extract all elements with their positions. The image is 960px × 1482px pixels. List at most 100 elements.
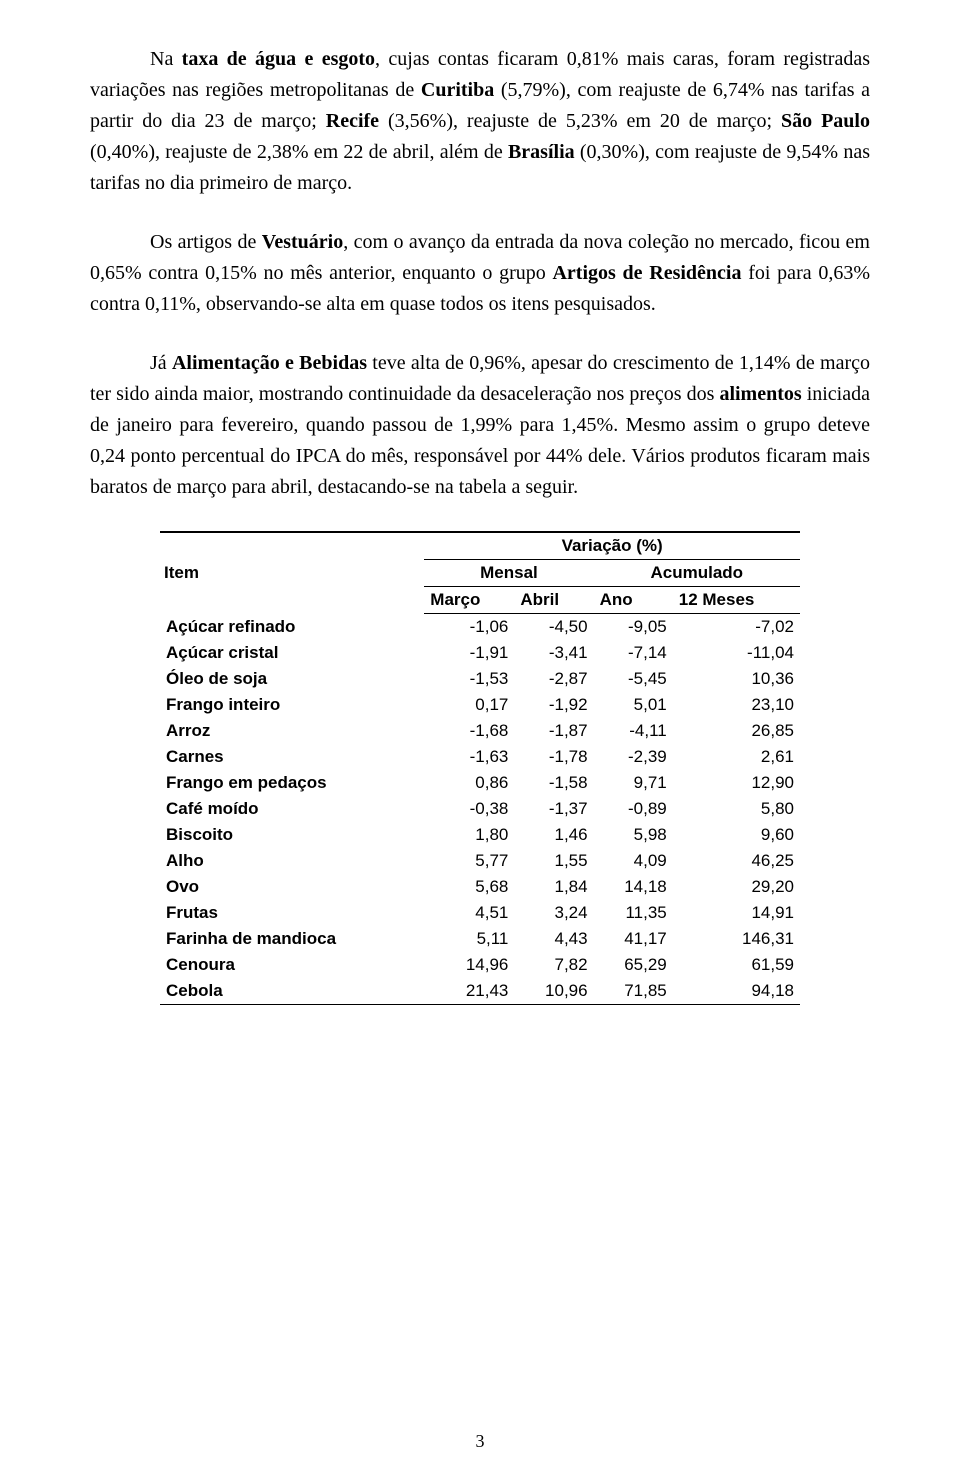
- th-variacao: Variação (%): [424, 532, 800, 560]
- document-page: Na taxa de água e esgoto, cujas contas f…: [0, 0, 960, 1482]
- table-cell: -1,92: [514, 692, 593, 718]
- table-cell: -9,05: [594, 614, 673, 641]
- table-cell: 41,17: [594, 926, 673, 952]
- th-mensal: Mensal: [424, 560, 593, 587]
- th-marco: Março: [424, 587, 514, 614]
- table-cell: -1,91: [424, 640, 514, 666]
- table-cell: 5,11: [424, 926, 514, 952]
- para1-text: Na taxa de água e esgoto, cujas contas f…: [90, 48, 870, 194]
- table-header-row-top: Item Variação (%): [160, 532, 800, 560]
- para2-text: Os artigos de Vestuário, com o avanço da…: [90, 231, 870, 315]
- table-row: Arroz-1,68-1,87-4,1126,85: [160, 718, 800, 744]
- table-cell: Frango em pedaços: [160, 770, 424, 796]
- table-cell: 3,24: [514, 900, 593, 926]
- table-cell: 65,29: [594, 952, 673, 978]
- table-cell: 10,96: [514, 978, 593, 1005]
- table-cell: -4,50: [514, 614, 593, 641]
- table-cell: 23,10: [673, 692, 800, 718]
- table-cell: 7,82: [514, 952, 593, 978]
- th-item: Item: [160, 532, 424, 614]
- page-number: 3: [0, 1431, 960, 1452]
- table-cell: 26,85: [673, 718, 800, 744]
- table-cell: 1,55: [514, 848, 593, 874]
- th-abril: Abril: [514, 587, 593, 614]
- table-cell: 14,91: [673, 900, 800, 926]
- table-cell: 1,46: [514, 822, 593, 848]
- table-cell: Cebola: [160, 978, 424, 1005]
- table-cell: 14,18: [594, 874, 673, 900]
- table-row: Alho5,771,554,0946,25: [160, 848, 800, 874]
- table-row: Óleo de soja-1,53-2,87-5,4510,36: [160, 666, 800, 692]
- th-ano: Ano: [594, 587, 673, 614]
- table-cell: Farinha de mandioca: [160, 926, 424, 952]
- paragraph-2: Os artigos de Vestuário, com o avanço da…: [90, 227, 870, 320]
- table-cell: 0,86: [424, 770, 514, 796]
- th-acumulado: Acumulado: [594, 560, 800, 587]
- table-cell: 5,01: [594, 692, 673, 718]
- table-row: Cenoura14,967,8265,2961,59: [160, 952, 800, 978]
- table-cell: 1,80: [424, 822, 514, 848]
- table-cell: -2,39: [594, 744, 673, 770]
- table-cell: -4,11: [594, 718, 673, 744]
- table-cell: 4,51: [424, 900, 514, 926]
- table-cell: -1,58: [514, 770, 593, 796]
- table-cell: 5,68: [424, 874, 514, 900]
- table-row: Carnes-1,63-1,78-2,392,61: [160, 744, 800, 770]
- table-cell: -5,45: [594, 666, 673, 692]
- table-cell: Frutas: [160, 900, 424, 926]
- table-row: Farinha de mandioca5,114,4341,17146,31: [160, 926, 800, 952]
- th-12meses: 12 Meses: [673, 587, 800, 614]
- price-table-container: Item Variação (%) Mensal Acumulado Março…: [160, 531, 800, 1005]
- table-cell: 0,17: [424, 692, 514, 718]
- para3-text: Já Alimentação e Bebidas teve alta de 0,…: [90, 352, 870, 498]
- table-cell: 46,25: [673, 848, 800, 874]
- table-header: Item Variação (%) Mensal Acumulado Março…: [160, 532, 800, 614]
- table-cell: Café moído: [160, 796, 424, 822]
- table-cell: 2,61: [673, 744, 800, 770]
- paragraph-3: Já Alimentação e Bebidas teve alta de 0,…: [90, 348, 870, 503]
- table-row: Frutas4,513,2411,3514,91: [160, 900, 800, 926]
- table-row: Cebola21,4310,9671,8594,18: [160, 978, 800, 1005]
- table-cell: -7,14: [594, 640, 673, 666]
- table-cell: -0,38: [424, 796, 514, 822]
- table-cell: 5,98: [594, 822, 673, 848]
- table-cell: -7,02: [673, 614, 800, 641]
- table-cell: 1,84: [514, 874, 593, 900]
- table-cell: -0,89: [594, 796, 673, 822]
- table-cell: Óleo de soja: [160, 666, 424, 692]
- table-cell: -1,68: [424, 718, 514, 744]
- table-row: Café moído-0,38-1,37-0,895,80: [160, 796, 800, 822]
- table-cell: -1,78: [514, 744, 593, 770]
- table-cell: 4,09: [594, 848, 673, 874]
- table-row: Ovo5,681,8414,1829,20: [160, 874, 800, 900]
- table-cell: 5,80: [673, 796, 800, 822]
- table-cell: Arroz: [160, 718, 424, 744]
- table-cell: 61,59: [673, 952, 800, 978]
- table-cell: Açúcar cristal: [160, 640, 424, 666]
- table-cell: 29,20: [673, 874, 800, 900]
- table-cell: Carnes: [160, 744, 424, 770]
- table-cell: -1,53: [424, 666, 514, 692]
- table-cell: 12,90: [673, 770, 800, 796]
- table-cell: Biscoito: [160, 822, 424, 848]
- table-row: Açúcar cristal-1,91-3,41-7,14-11,04: [160, 640, 800, 666]
- table-row: Frango em pedaços0,86-1,589,7112,90: [160, 770, 800, 796]
- table-row: Açúcar refinado-1,06-4,50-9,05-7,02: [160, 614, 800, 641]
- table-cell: 94,18: [673, 978, 800, 1005]
- table-row: Frango inteiro0,17-1,925,0123,10: [160, 692, 800, 718]
- table-cell: 5,77: [424, 848, 514, 874]
- table-body: Açúcar refinado-1,06-4,50-9,05-7,02Açúca…: [160, 614, 800, 1005]
- table-cell: Açúcar refinado: [160, 614, 424, 641]
- table-cell: Frango inteiro: [160, 692, 424, 718]
- table-cell: -1,37: [514, 796, 593, 822]
- table-cell: Ovo: [160, 874, 424, 900]
- paragraph-1: Na taxa de água e esgoto, cujas contas f…: [90, 44, 870, 199]
- table-cell: 71,85: [594, 978, 673, 1005]
- table-cell: -11,04: [673, 640, 800, 666]
- table-cell: -1,87: [514, 718, 593, 744]
- table-cell: 9,71: [594, 770, 673, 796]
- price-table: Item Variação (%) Mensal Acumulado Março…: [160, 531, 800, 1005]
- table-cell: -2,87: [514, 666, 593, 692]
- table-cell: 11,35: [594, 900, 673, 926]
- table-cell: 9,60: [673, 822, 800, 848]
